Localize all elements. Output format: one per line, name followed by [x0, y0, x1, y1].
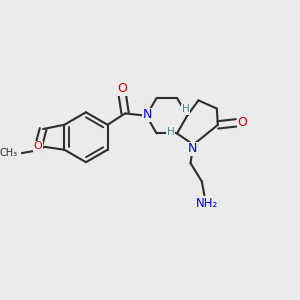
- Text: N: N: [188, 142, 197, 155]
- Text: NH₂: NH₂: [196, 197, 218, 210]
- Text: O: O: [117, 82, 127, 95]
- Text: N: N: [143, 108, 152, 121]
- Text: O: O: [238, 116, 248, 129]
- Text: O: O: [33, 141, 42, 151]
- Text: H: H: [167, 127, 175, 137]
- Text: H: H: [182, 104, 190, 115]
- Text: CH₃: CH₃: [0, 148, 18, 158]
